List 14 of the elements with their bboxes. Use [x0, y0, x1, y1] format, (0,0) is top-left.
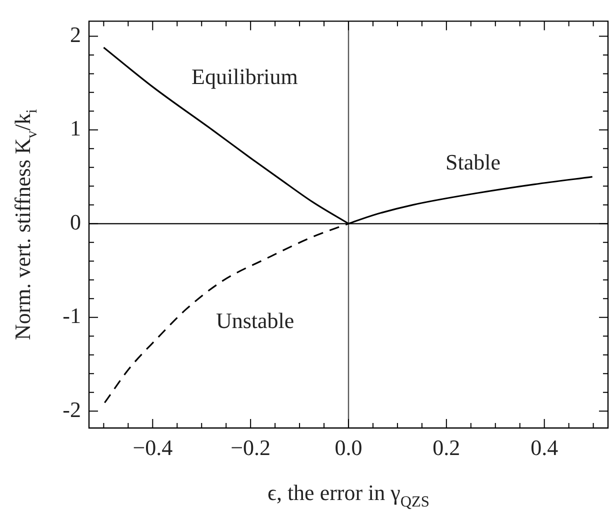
x-tick-label: −0.4	[132, 434, 173, 460]
x-tick-label: 0.4	[530, 434, 558, 460]
x-tick-label: 0.2	[432, 434, 460, 460]
annotation: Stable	[446, 149, 501, 174]
x-tick-label: −0.2	[230, 434, 271, 460]
y-tick-label: 0	[70, 209, 81, 234]
y-tick-label: -2	[62, 396, 81, 422]
y-axis-title: Norm. vert. stiffness Kv/ki	[10, 109, 41, 340]
y-tick-label: 2	[70, 22, 81, 47]
annotation: Equilibrium	[192, 64, 298, 89]
y-tick-label: 1	[70, 116, 81, 141]
annotation: Unstable	[216, 308, 294, 334]
y-tick-label: -1	[62, 303, 81, 328]
x-tick-label: 0.0	[334, 434, 362, 460]
